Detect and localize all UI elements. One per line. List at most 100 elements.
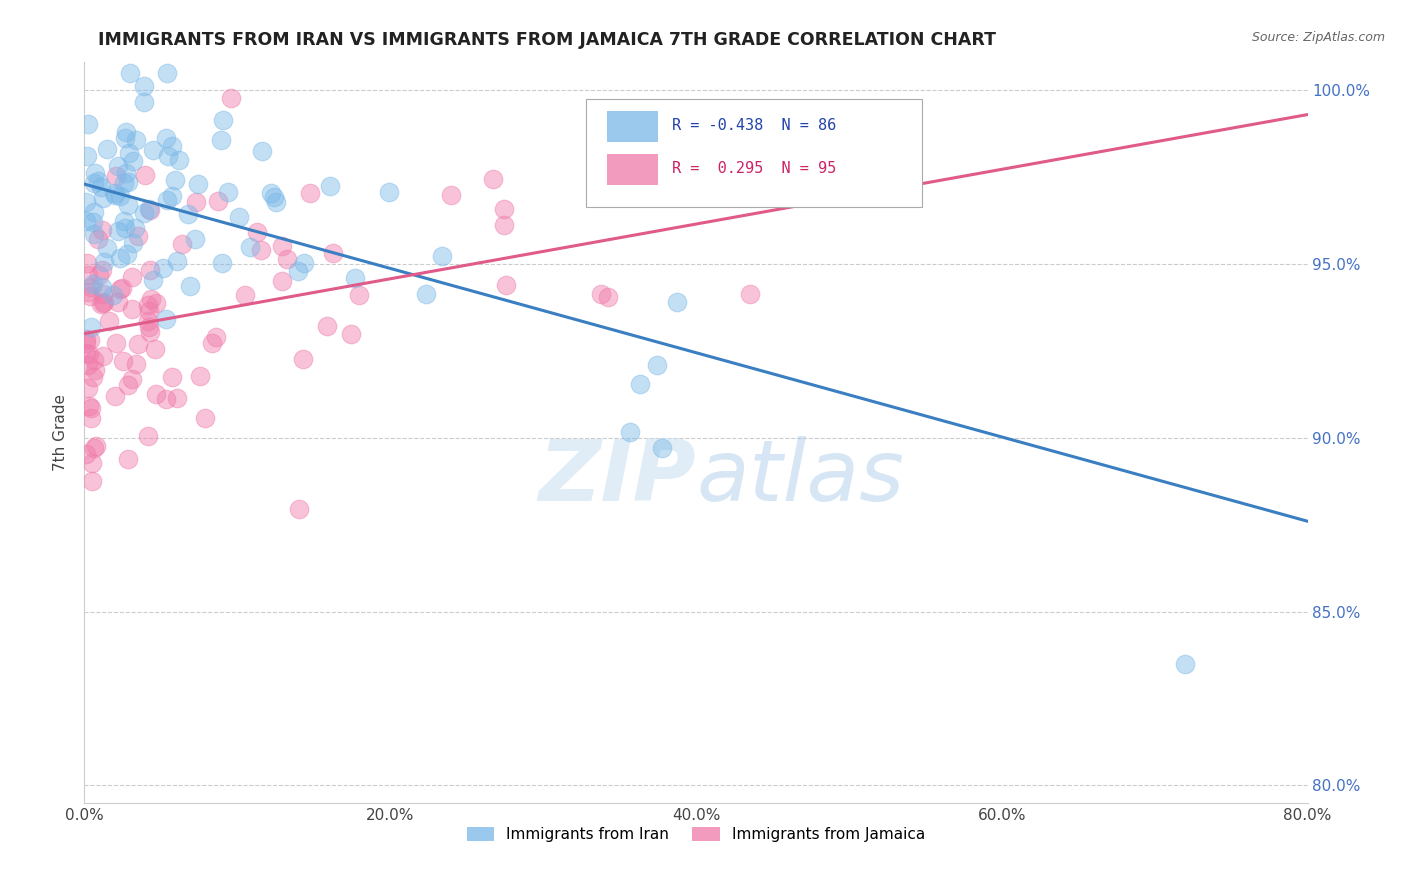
Point (349, 288, 371, 302)
Point (138, 320, 160, 334)
Point (84, 439, 107, 453)
Point (121, 269, 143, 284)
Point (322, 246, 344, 260)
Point (111, 281, 134, 295)
Point (93, 295, 115, 310)
Point (155, 193, 177, 207)
Point (165, 173, 187, 187)
Point (117, 198, 139, 212)
Point (252, 144, 274, 158)
Point (75, 346, 97, 360)
Point (794, 118, 817, 132)
Point (219, 90, 242, 104)
Point (628, 377, 651, 392)
Text: ZIP: ZIP (538, 435, 696, 518)
Point (76, 255, 98, 269)
Point (86, 232, 108, 246)
Point (108, 189, 131, 203)
Point (77, 346, 100, 360)
Point (107, 224, 129, 238)
Point (619, 425, 641, 440)
Point (263, 189, 285, 203)
Point (184, 232, 207, 246)
Point (155, 312, 177, 326)
Point (84, 166, 107, 180)
Point (492, 202, 515, 217)
Point (134, 79, 156, 94)
Point (120, 66, 142, 80)
Point (134, 95, 156, 109)
Point (91, 280, 114, 294)
Point (127, 229, 149, 244)
Point (132, 205, 155, 219)
Point (166, 391, 188, 405)
Point (292, 256, 315, 270)
Point (79, 289, 101, 303)
Point (83, 441, 105, 455)
Point (83, 205, 105, 219)
Point (482, 172, 505, 186)
Point (107, 295, 129, 310)
Point (75, 336, 97, 351)
Point (76, 285, 98, 299)
Point (139, 202, 162, 217)
Point (160, 139, 183, 153)
FancyBboxPatch shape (606, 153, 658, 185)
Point (589, 287, 612, 301)
Point (166, 254, 188, 268)
Point (264, 195, 287, 210)
Point (239, 240, 262, 254)
Point (217, 186, 239, 200)
Point (207, 194, 229, 209)
Point (83, 177, 105, 191)
FancyBboxPatch shape (586, 99, 922, 207)
Point (101, 288, 124, 302)
Point (80, 410, 103, 425)
Point (315, 318, 337, 333)
Point (103, 186, 125, 201)
Point (79, 333, 101, 347)
Point (108, 251, 131, 265)
Point (77, 381, 100, 395)
Point (167, 153, 190, 168)
Point (96, 142, 118, 156)
Point (104, 389, 127, 403)
Point (117, 452, 139, 467)
Text: atlas: atlas (696, 435, 904, 518)
Point (75, 332, 97, 346)
Point (80, 319, 103, 334)
Point (124, 221, 146, 235)
Point (260, 186, 283, 200)
Point (288, 502, 311, 516)
Point (87, 173, 110, 187)
Point (82, 474, 104, 488)
Point (160, 189, 183, 203)
Point (82, 370, 104, 384)
Point (91, 349, 114, 363)
Point (440, 187, 463, 202)
Text: R =  0.295  N = 95: R = 0.295 N = 95 (672, 161, 835, 176)
Point (139, 263, 162, 277)
Point (87, 268, 110, 282)
Point (122, 235, 145, 250)
FancyBboxPatch shape (606, 111, 658, 142)
Point (193, 410, 215, 425)
Point (160, 369, 183, 384)
Point (105, 336, 128, 351)
Point (108, 282, 131, 296)
Point (138, 202, 160, 216)
Point (233, 288, 256, 302)
Point (201, 335, 224, 350)
Point (494, 219, 516, 233)
Point (176, 207, 198, 221)
Point (155, 392, 177, 407)
Point (271, 275, 294, 289)
Point (343, 270, 366, 285)
Point (377, 185, 399, 199)
Point (104, 169, 127, 183)
Legend: Immigrants from Iran, Immigrants from Jamaica: Immigrants from Iran, Immigrants from Ja… (461, 821, 931, 848)
Point (82, 456, 104, 470)
Point (83, 227, 105, 241)
Point (76, 149, 98, 163)
Point (114, 221, 136, 235)
